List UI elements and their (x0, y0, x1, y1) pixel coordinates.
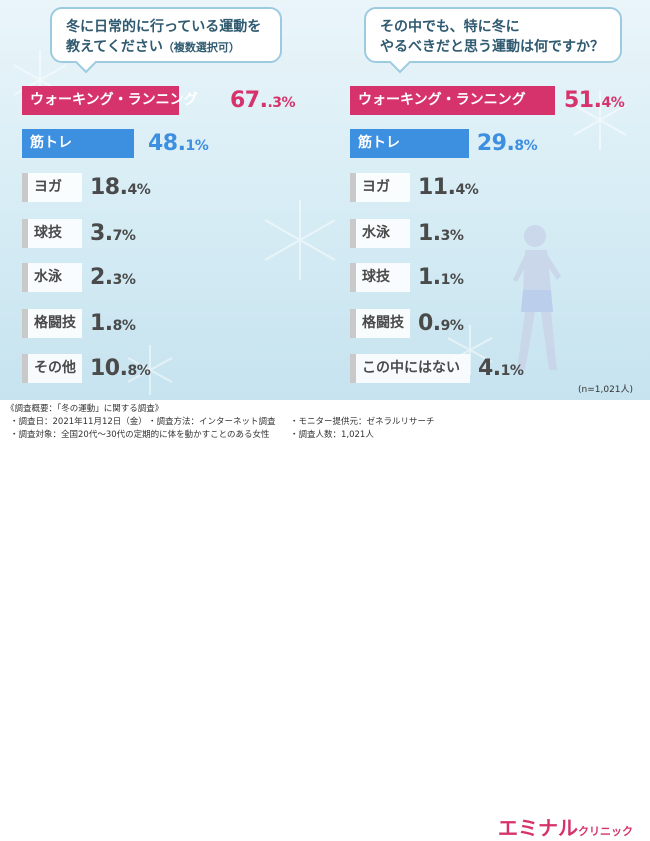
bar-right-6 (350, 354, 366, 383)
bar-right-0 (350, 86, 555, 115)
category-label-right-4: 球技 (362, 269, 390, 285)
category-label-right-2: ヨガ (362, 179, 390, 195)
bar-left-1 (22, 129, 135, 158)
right-question: その中でも、特に冬に やるべきだと思う運動は何ですか？ (364, 7, 622, 63)
category-label-right-3: 水泳 (362, 225, 390, 241)
footer-heading: 《調査概要：「冬の運動」に関する調査》 (6, 404, 164, 414)
footer-date: ・調査日：2021年11月12日（金） (10, 417, 147, 427)
bar-right-3 (350, 219, 356, 248)
runner-illustration (513, 225, 561, 370)
value-label-right-4: 1.1% (418, 265, 464, 290)
bar-left-6 (22, 354, 47, 383)
category-label-left-5: 格闘技 (34, 315, 76, 331)
sample-size-note: (n=1,021人) (578, 385, 634, 395)
brand-logo: エミナルクリニック (498, 812, 633, 841)
value-label-left-2: 18.4% (90, 175, 151, 200)
value-label-right-3: 1.3% (418, 221, 464, 246)
value-label-right-6: 4.1% (478, 356, 524, 381)
left-question: 冬に日常的に行っている運動を 教えてください（複数選択可） (50, 7, 282, 63)
category-label-right-0: ウォーキング・ランニング (358, 92, 526, 108)
bar-left-0 (22, 86, 179, 115)
footer-method: ・調査方法：インターネット調査 (148, 417, 276, 427)
left-question-line1: 冬に日常的に行っている運動を (66, 19, 262, 35)
value-label-right-5: 0.9% (418, 311, 464, 336)
category-label-left-2: ヨガ (34, 179, 62, 195)
footer-provider: ・モニター提供元：ゼネラルリサーチ (290, 417, 435, 427)
bar-right-4 (350, 263, 356, 292)
footer-target: ・調査対象：全国20代～30代の定期的に体を動かすことのある女性 (10, 430, 270, 440)
value-label-left-4: 2.3% (90, 265, 136, 290)
category-label-right-6: この中にはない (362, 360, 460, 376)
value-label-right-1: 29.8% (476, 131, 538, 156)
value-label-left-3: 3.7% (90, 221, 136, 246)
value-label-left-6: 10.8% (90, 356, 151, 381)
label-bg-left-4 (22, 263, 82, 292)
bar-left-4 (22, 263, 28, 292)
category-label-left-1: 筋トレ (30, 135, 72, 151)
bar-left-5 (22, 309, 28, 338)
category-label-left-0: ウォーキング・ランニング (30, 92, 198, 108)
category-label-left-3: 球技 (34, 225, 62, 241)
value-label-left-0: 67..3% (230, 88, 296, 113)
footer-count: ・調査人数：1,021人 (290, 430, 374, 440)
category-label-left-4: 水泳 (34, 269, 62, 285)
value-label-left-1: 48.1% (148, 131, 209, 156)
right-question-line2: やるべきだと思う運動は何ですか？ (380, 39, 604, 55)
survey-footer: 《調査概要：「冬の運動」に関する調査》 ・調査日：2021年11月12日（金） … (0, 400, 650, 840)
logo-main: エミナル (498, 816, 578, 840)
bar-right-2 (350, 173, 395, 202)
value-label-right-0: 51.4% (564, 88, 625, 113)
category-label-left-6: その他 (34, 360, 76, 376)
bar-right-1 (350, 129, 469, 158)
category-label-right-5: 格闘技 (362, 315, 404, 331)
label-bg-left-2 (22, 173, 82, 202)
left-question-line2: 教えてください (66, 39, 163, 55)
category-label-right-1: 筋トレ (358, 135, 400, 151)
chart-area: 冬に日常的に行っている運動を 教えてください（複数選択可） その中でも、特に冬に… (0, 0, 650, 400)
bar-left-2 (22, 173, 65, 202)
right-question-line1: その中でも、特に冬に (380, 19, 520, 35)
left-question-note: （複数選択可） (162, 41, 240, 54)
logo-sub: クリニック (578, 825, 633, 838)
bar-right-5 (350, 309, 356, 338)
value-label-right-2: 11.4% (418, 175, 479, 200)
value-label-left-5: 1.8% (90, 311, 136, 336)
bar-left-3 (22, 219, 31, 248)
